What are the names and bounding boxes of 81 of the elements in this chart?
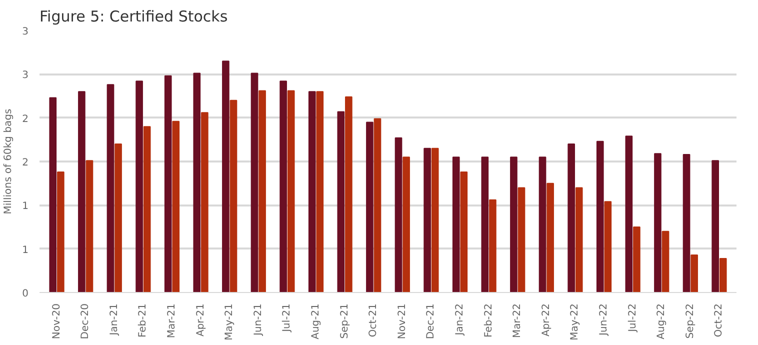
x-tick-label: Dec-20 [80, 303, 92, 340]
bar [345, 96, 352, 292]
x-tick-label: Jan-22 [454, 304, 466, 336]
x-tick-label: Jun-22 [598, 303, 610, 336]
bar [136, 80, 143, 292]
bar [106, 84, 114, 292]
bar [690, 254, 698, 292]
bar [308, 91, 316, 292]
bar [57, 171, 64, 292]
bar [604, 201, 612, 292]
bar [712, 160, 719, 292]
bar [452, 156, 460, 292]
bar [625, 136, 633, 292]
y-tick-label: 2 [22, 158, 29, 168]
bar [287, 90, 295, 292]
bar [654, 153, 662, 292]
x-tick-label: Oct-21 [368, 304, 380, 338]
y-tick-label: 0 [22, 288, 29, 300]
bar [86, 160, 94, 292]
x-tick-label: Jul-21 [282, 303, 293, 333]
x-tick-label: Dec-21 [426, 303, 437, 340]
x-tick-label: Nov-21 [396, 303, 408, 340]
x-tick-label: Feb-21 [138, 303, 149, 338]
x-tick-label: Aug-21 [310, 304, 322, 340]
x-tick-label: May-21 [224, 303, 236, 340]
bar [596, 140, 604, 292]
bar [49, 97, 57, 292]
x-tick-label: Jan-21 [108, 304, 120, 336]
x-tick-label: Apr-22 [540, 303, 552, 336]
bar [518, 187, 526, 292]
bar [201, 112, 208, 292]
x-tick-label: Jun-21 [252, 303, 264, 336]
bar [489, 199, 496, 292]
bar [633, 226, 640, 292]
bar [164, 75, 172, 292]
x-tick-label: May-22 [570, 303, 581, 340]
bar [258, 90, 266, 292]
y-tick-label: 1 [22, 244, 29, 256]
bar [546, 182, 554, 292]
y-tick-label: 1 [22, 201, 29, 212]
bar [510, 156, 518, 292]
x-tick-label: Mar-21 [166, 304, 178, 338]
bar [662, 230, 670, 292]
bar [538, 156, 546, 292]
bar [193, 72, 201, 292]
y-tick-label: 3 [22, 26, 29, 38]
bar [682, 154, 690, 292]
bar [481, 156, 489, 292]
bar [230, 100, 238, 292]
bar [143, 126, 151, 292]
bar [431, 148, 439, 292]
x-tick-label: Jul-22 [627, 303, 638, 333]
y-tick-label: 3 [22, 70, 29, 82]
bar [250, 72, 258, 292]
x-tick-label: Apr-21 [195, 303, 206, 336]
x-tick-label: Oct-22 [714, 304, 725, 338]
bar [337, 111, 345, 292]
x-tick-label: Aug-22 [656, 304, 668, 340]
bar [280, 80, 287, 292]
bar [78, 91, 86, 292]
bar [114, 144, 122, 292]
bar [575, 187, 583, 292]
y-tick-label: 2 [22, 114, 29, 125]
bar [424, 148, 431, 292]
x-tick-label: Sep-21 [339, 303, 350, 339]
bar [366, 122, 374, 292]
x-tick-label: Nov-20 [51, 303, 62, 340]
bar [316, 91, 324, 292]
bar [568, 144, 575, 292]
bar [719, 258, 727, 292]
x-tick-label: Mar-22 [512, 304, 524, 338]
x-tick-label: Feb-22 [483, 303, 494, 338]
bar [172, 120, 180, 292]
chart-title: Figure 5: Certified Stocks [40, 8, 228, 26]
bar [222, 60, 230, 292]
bar [374, 118, 382, 292]
bar [402, 156, 410, 292]
y-axis-title: Millions of 60kg bags [3, 108, 14, 214]
x-tick-label: Sep-22 [684, 303, 696, 339]
bar [394, 137, 402, 292]
bar [460, 171, 468, 292]
